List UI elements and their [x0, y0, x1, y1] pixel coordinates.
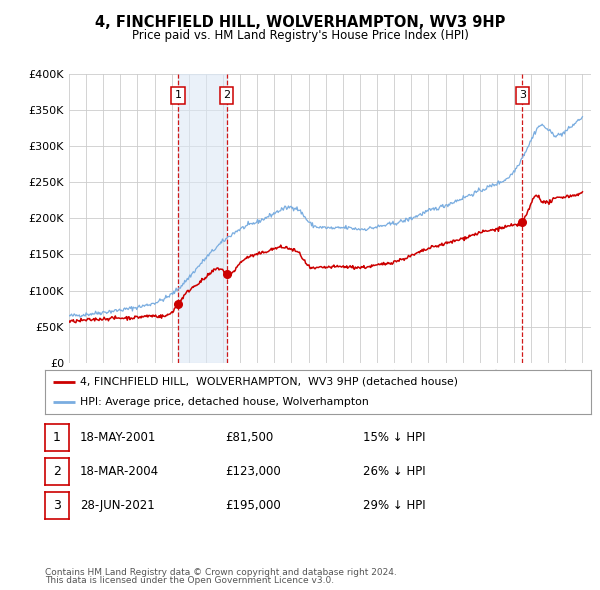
- Text: £81,500: £81,500: [225, 431, 273, 444]
- Text: 4, FINCHFIELD HILL,  WOLVERHAMPTON,  WV3 9HP (detached house): 4, FINCHFIELD HILL, WOLVERHAMPTON, WV3 9…: [80, 377, 458, 387]
- Text: 4, FINCHFIELD HILL, WOLVERHAMPTON, WV3 9HP: 4, FINCHFIELD HILL, WOLVERHAMPTON, WV3 9…: [95, 15, 505, 30]
- Text: 26% ↓ HPI: 26% ↓ HPI: [363, 465, 425, 478]
- Text: 3: 3: [53, 499, 61, 512]
- Text: £123,000: £123,000: [225, 465, 281, 478]
- Text: 2: 2: [223, 90, 230, 100]
- Text: This data is licensed under the Open Government Licence v3.0.: This data is licensed under the Open Gov…: [45, 576, 334, 585]
- Text: 1: 1: [175, 90, 182, 100]
- Bar: [178, 74, 227, 363]
- Text: Contains HM Land Registry data © Crown copyright and database right 2024.: Contains HM Land Registry data © Crown c…: [45, 568, 397, 577]
- Text: 2: 2: [53, 465, 61, 478]
- Text: 1: 1: [53, 431, 61, 444]
- Text: 28-JUN-2021: 28-JUN-2021: [80, 499, 155, 512]
- Text: Price paid vs. HM Land Registry's House Price Index (HPI): Price paid vs. HM Land Registry's House …: [131, 30, 469, 42]
- Text: 29% ↓ HPI: 29% ↓ HPI: [363, 499, 425, 512]
- Text: 3: 3: [519, 90, 526, 100]
- Text: 15% ↓ HPI: 15% ↓ HPI: [363, 431, 425, 444]
- Text: 18-MAR-2004: 18-MAR-2004: [80, 465, 159, 478]
- Text: HPI: Average price, detached house, Wolverhampton: HPI: Average price, detached house, Wolv…: [80, 397, 369, 407]
- Text: £195,000: £195,000: [225, 499, 281, 512]
- Text: 18-MAY-2001: 18-MAY-2001: [80, 431, 156, 444]
